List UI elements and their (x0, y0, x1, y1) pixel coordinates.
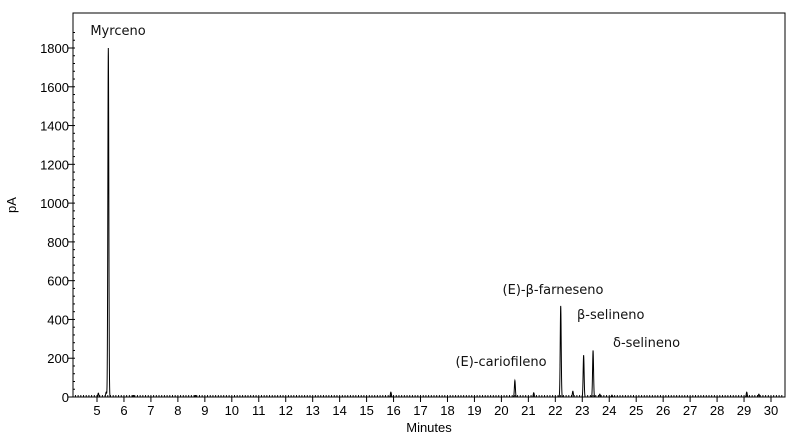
x-tick-label: 25 (629, 403, 643, 418)
x-tick-label: 26 (656, 403, 670, 418)
peak-label: β-selineno (577, 308, 644, 323)
x-tick-label: 8 (174, 403, 181, 418)
x-tick-label: 7 (147, 403, 154, 418)
x-tick-label: 9 (201, 403, 208, 418)
x-tick-label: 15 (359, 403, 373, 418)
y-tick-label: 1600 (40, 80, 69, 95)
x-tick-label: 11 (252, 403, 266, 418)
y-tick-label: 400 (47, 312, 69, 327)
peak-annotations: Myrceno (E)-cariofileno (E)-β-farneseno β-s… (90, 24, 680, 370)
y-axis-label: pA (4, 197, 19, 213)
x-tick-label: 29 (737, 403, 751, 418)
x-axis: 5 6 7 8 9 10 11 12 13 14 15 16 17 18 19 20 21 22 23 24 25 26 2… (74, 395, 783, 418)
peak-label: Myrceno (90, 24, 145, 39)
x-tick-label: 21 (521, 403, 535, 418)
y-tick-label: 0 (62, 390, 69, 405)
peak-label: (E)-cariofileno (455, 355, 546, 370)
peak-label: (E)-β-farneseno (503, 283, 604, 298)
x-tick-label: 28 (710, 403, 724, 418)
x-tick-label: 12 (278, 403, 292, 418)
x-tick-label: 20 (494, 403, 508, 418)
chromatogram-trace (72, 47, 785, 398)
x-tick-label: 23 (575, 403, 589, 418)
x-tick-label: 22 (548, 403, 562, 418)
y-tick-label: 1000 (40, 196, 69, 211)
y-tick-label: 200 (47, 351, 69, 366)
x-tick-label: 30 (764, 403, 778, 418)
x-tick-label: 13 (305, 403, 319, 418)
y-tick-label: 600 (47, 274, 69, 289)
peak-label: δ-selineno (613, 336, 680, 351)
x-tick-label: 10 (225, 403, 239, 418)
y-tick-label: 800 (47, 235, 69, 250)
y-axis: 0 200 400 600 800 1000 1200 1400 1600 1800 (40, 31, 75, 405)
x-tick-label: 14 (332, 403, 346, 418)
x-tick-label: 16 (386, 403, 400, 418)
y-tick-label: 1200 (40, 157, 69, 172)
x-tick-label: 17 (413, 403, 427, 418)
x-tick-label: 6 (120, 403, 127, 418)
x-tick-label: 5 (93, 403, 100, 418)
y-tick-label: 1800 (40, 41, 69, 56)
x-axis-label: Minutes (406, 420, 452, 435)
x-tick-label: 18 (440, 403, 454, 418)
x-tick-label: 24 (602, 403, 616, 418)
x-tick-label: 27 (683, 403, 697, 418)
y-tick-label: 1400 (40, 119, 69, 134)
x-tick-label: 19 (467, 403, 481, 418)
